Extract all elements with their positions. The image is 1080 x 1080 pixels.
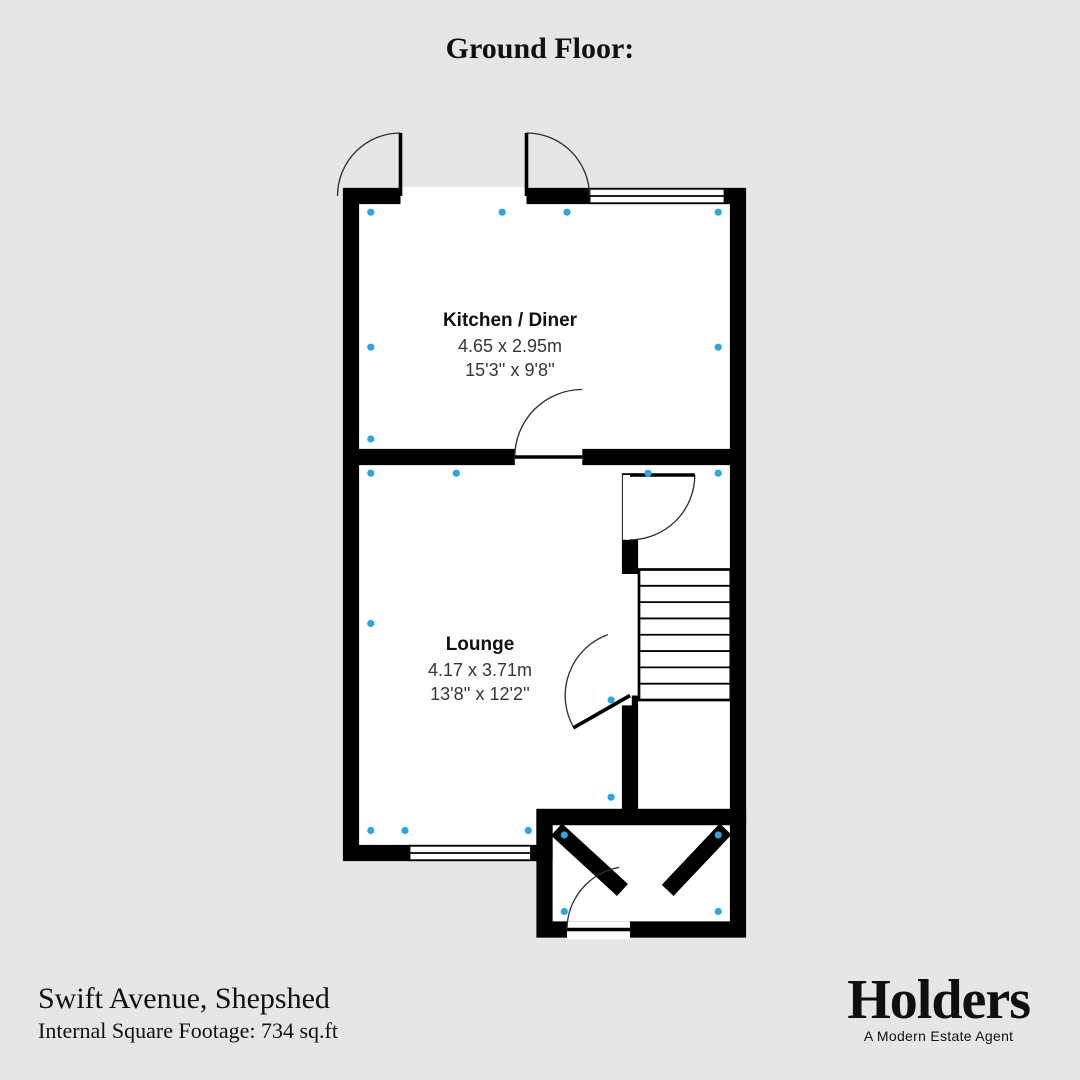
brand-tagline: A Modern Estate Agent <box>847 1028 1030 1044</box>
room-label-kitchen: Kitchen / Diner 4.65 x 2.95m 15'3'' x 9'… <box>360 308 660 382</box>
property-sqft: Internal Square Footage: 734 sq.ft <box>38 1018 338 1044</box>
page-title: Ground Floor: <box>0 32 1080 66</box>
room-dim-metric: 4.17 x 3.71m <box>330 658 630 682</box>
footer: Swift Avenue, Shepshed Internal Square F… <box>38 982 338 1044</box>
floorplan-container: Kitchen / Diner 4.65 x 2.95m 15'3'' x 9'… <box>0 70 1080 1080</box>
room-dim-metric: 4.65 x 2.95m <box>360 334 660 358</box>
room-label-lounge: Lounge 4.17 x 3.71m 13'8'' x 12'2'' <box>330 632 630 706</box>
room-name: Kitchen / Diner <box>360 308 660 334</box>
floorplan-svg <box>0 70 1080 970</box>
room-dim-imperial: 13'8'' x 12'2'' <box>330 682 630 706</box>
brand-block: Holders A Modern Estate Agent <box>847 968 1030 1044</box>
room-name: Lounge <box>330 632 630 658</box>
brand-name: Holders <box>847 968 1030 1032</box>
room-dim-imperial: 15'3'' x 9'8'' <box>360 358 660 382</box>
property-address: Swift Avenue, Shepshed <box>38 982 338 1016</box>
